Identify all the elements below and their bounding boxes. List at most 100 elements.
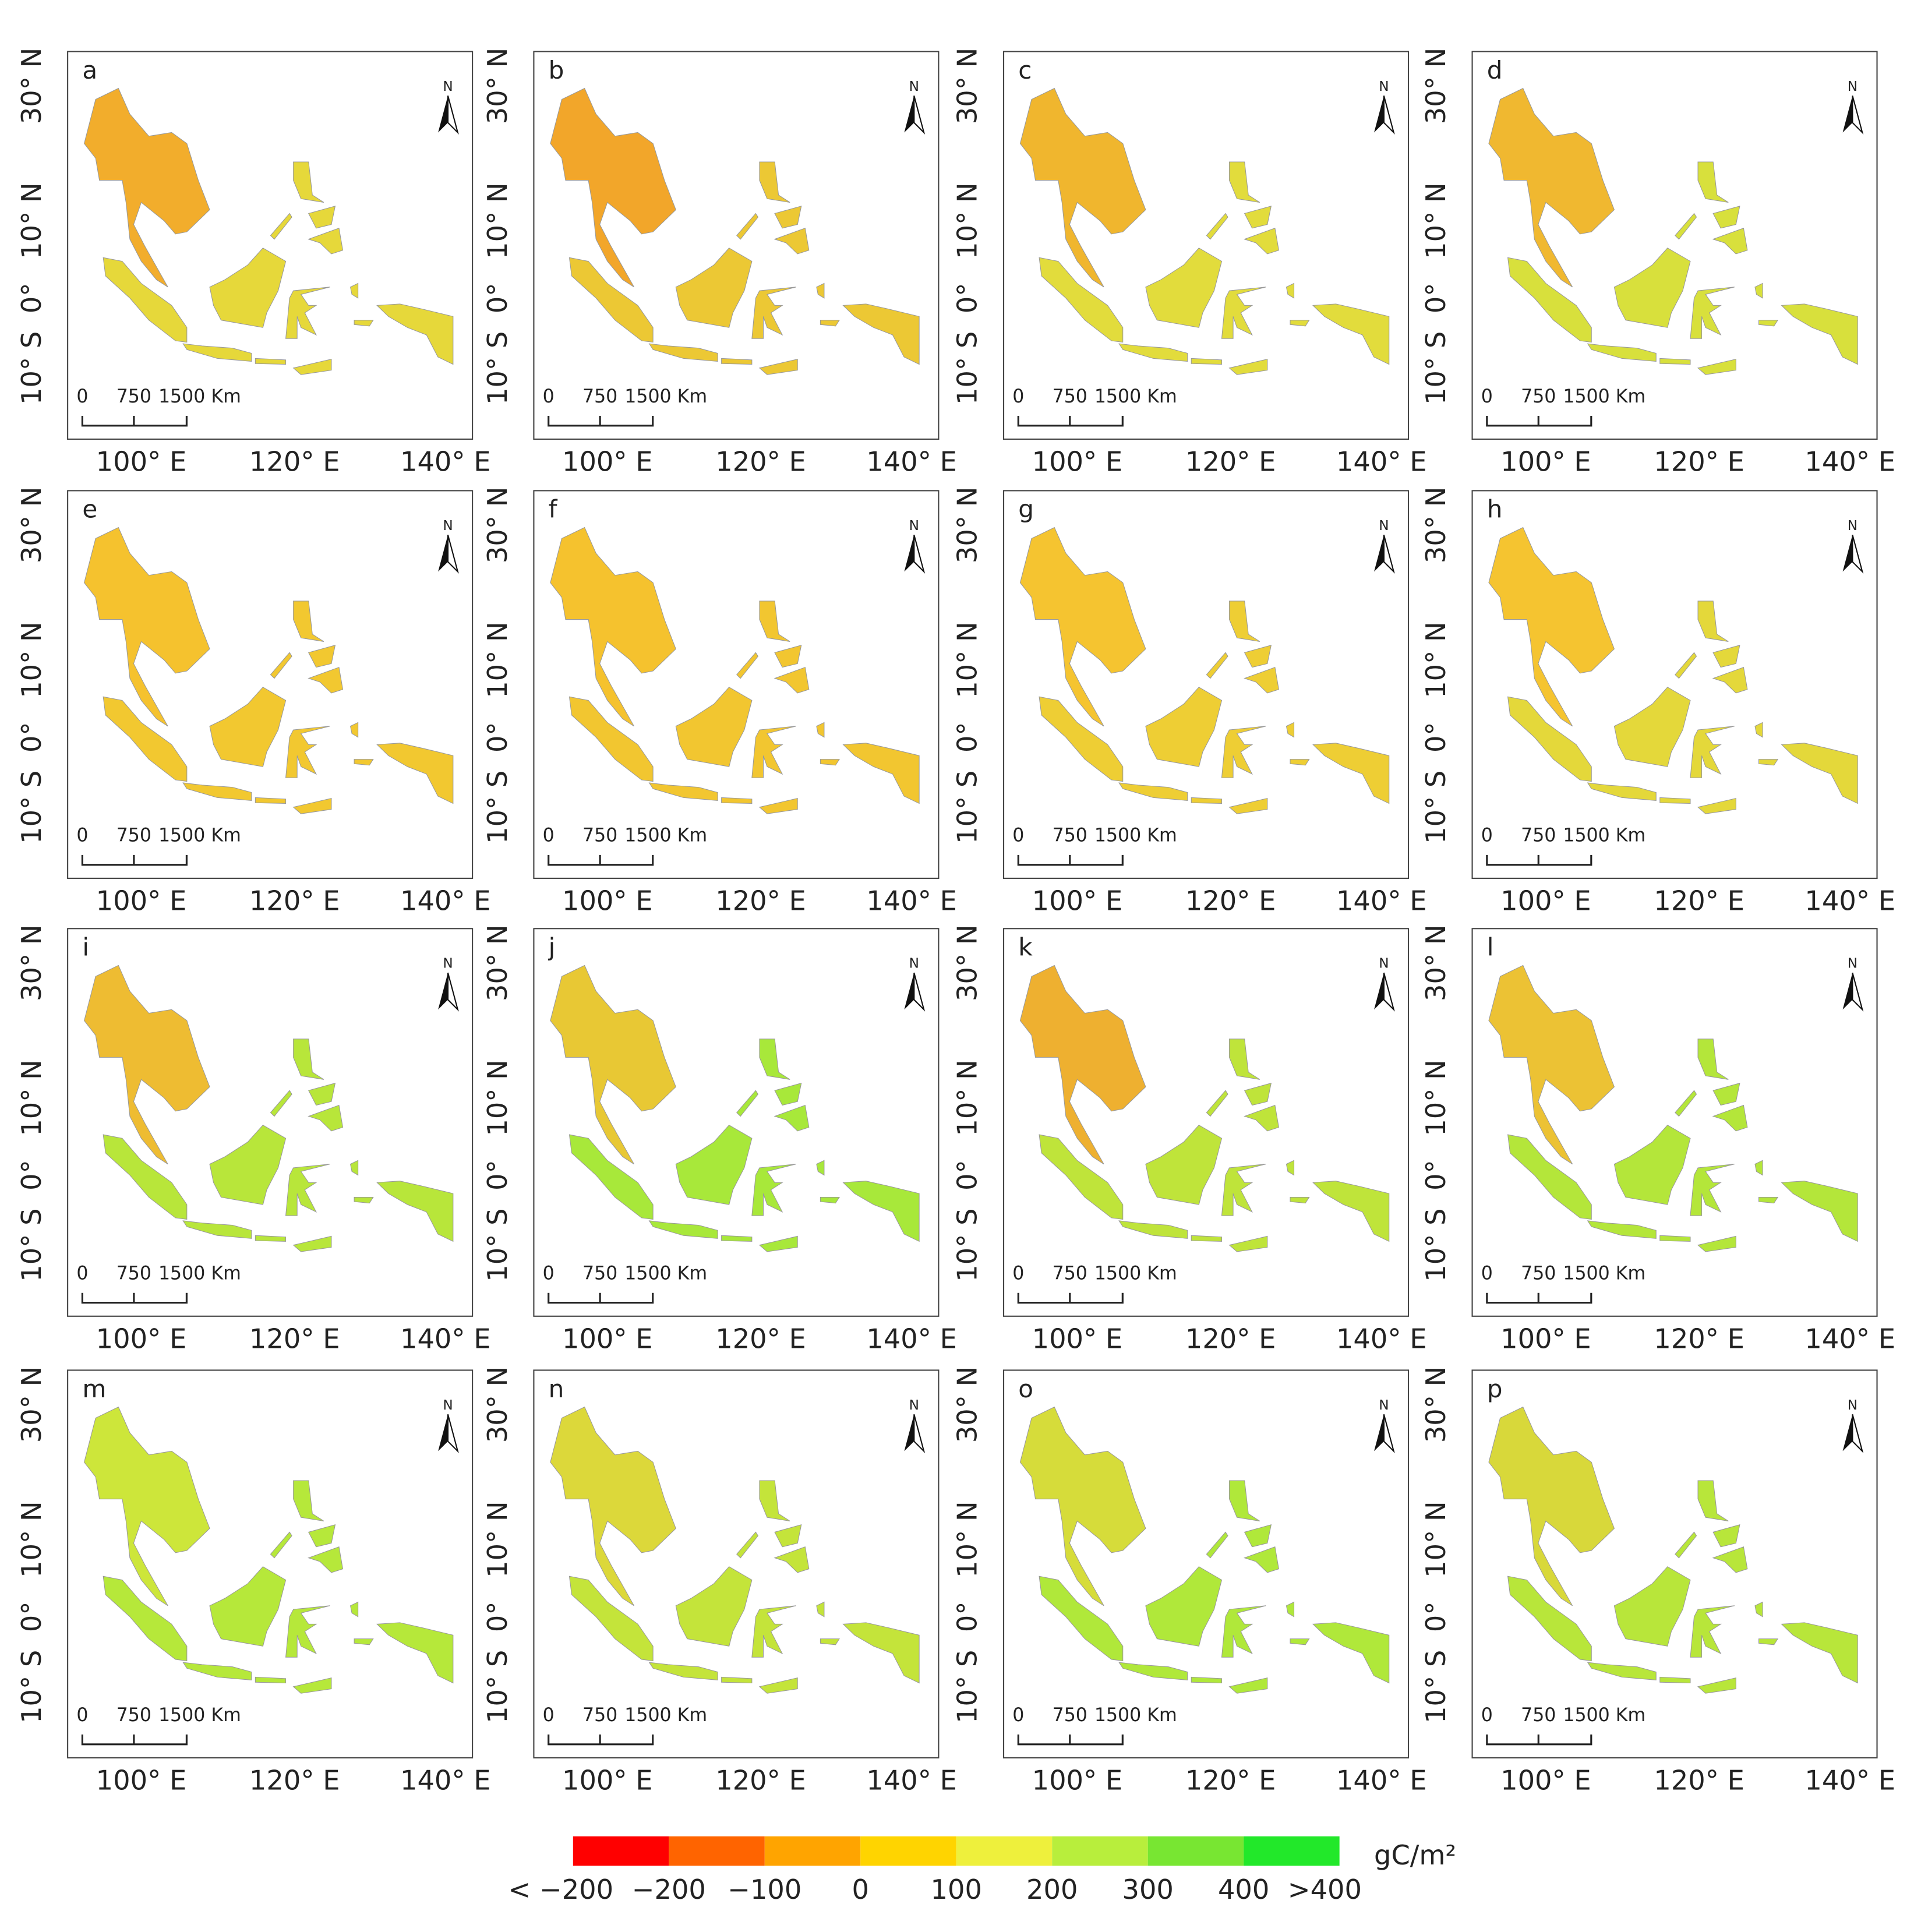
panel-frame (1471, 928, 1878, 1317)
land-area (568, 1576, 654, 1662)
x-axis-label: 140° E (1336, 885, 1427, 917)
land-area (1697, 797, 1736, 814)
land-area (308, 206, 336, 229)
land-area (1488, 87, 1615, 288)
x-axis-label: 100° E (562, 1765, 653, 1796)
land-area (842, 303, 920, 365)
y-axis-label: 10° S (482, 331, 513, 405)
land-area (721, 1676, 753, 1684)
land-area (820, 1196, 840, 1204)
land-area (1781, 743, 1858, 804)
scale-label: 750 (1521, 386, 1556, 407)
land-area (1118, 782, 1188, 801)
land-area (675, 1124, 753, 1205)
land-area (1039, 1134, 1124, 1220)
north-arrow (904, 1414, 914, 1451)
map-panel: d N 30° N 10° N 0° 10° S 100° E 120° E 140° E 0 75… (1420, 48, 1895, 478)
land-area (816, 282, 825, 299)
land-area (292, 797, 332, 814)
land-area (1659, 797, 1691, 804)
y-axis-label: 10° N (16, 621, 47, 698)
scale-label: 0 (1481, 1705, 1493, 1726)
x-axis-label: 100° E (96, 885, 187, 917)
land-area (1229, 1039, 1260, 1080)
north-arrow (904, 535, 914, 572)
y-axis-label: 0° (16, 282, 47, 313)
land-area (1312, 1181, 1390, 1242)
land-area (103, 257, 188, 343)
land-area (1221, 1164, 1266, 1216)
land-area (1613, 248, 1691, 328)
scale-bar (548, 415, 654, 427)
land-area (1690, 287, 1735, 339)
land-area (1697, 1235, 1736, 1252)
y-axis-label: 0° (952, 722, 983, 753)
map-panel: i N 30° N 10° N 0° 10° S 100° E 120° E 140° E 0 75… (16, 924, 491, 1354)
land-area (1613, 687, 1691, 767)
x-axis-label: 100° E (1500, 1323, 1591, 1355)
y-axis-label: 30° N (1420, 487, 1452, 564)
scale-label: 0 (543, 1705, 555, 1726)
land-area (774, 1104, 810, 1132)
y-axis-label: 10° S (482, 1208, 513, 1281)
land-area (354, 759, 374, 766)
land-area (550, 527, 676, 727)
land-area (270, 1531, 292, 1559)
north-label: N (443, 956, 453, 972)
land-area (1191, 358, 1223, 365)
x-axis-label: 100° E (96, 446, 187, 478)
y-axis-label: 10° S (952, 1208, 983, 1281)
land-area (285, 726, 330, 778)
x-axis-label: 120° E (715, 1765, 806, 1796)
y-axis-label: 30° N (16, 924, 47, 1001)
land-area (550, 1406, 676, 1606)
scale-label: 750 (1053, 825, 1087, 846)
land-area (1754, 1160, 1763, 1176)
y-axis-label: 10° N (482, 1501, 513, 1578)
map-panel: j N 30° N 10° N 0° 10° S 100° E 120° E 140° E 0 75… (482, 924, 957, 1354)
land-area (1118, 1662, 1188, 1680)
y-axis-label: 30° N (482, 48, 513, 124)
land-area (182, 1662, 252, 1680)
land-area (820, 320, 840, 327)
land-area (1690, 1605, 1735, 1658)
panel-label: a (82, 56, 97, 84)
land-area (1697, 161, 1729, 203)
panel-label: j (548, 933, 556, 962)
land-area (1286, 282, 1295, 299)
panel-frame (1002, 928, 1410, 1317)
map-panel: c N 30° N 10° N 0° 10° S 100° E 120° E 140° E 0 75… (952, 48, 1427, 478)
panel-frame (67, 490, 474, 879)
land-area (1290, 759, 1310, 766)
north-label: N (1379, 79, 1389, 94)
y-axis-label: 0° (482, 1160, 513, 1191)
land-area (1191, 797, 1223, 804)
panel-frame (533, 1369, 940, 1758)
land-area (820, 1638, 840, 1645)
scale-bar (548, 1292, 654, 1304)
scale-label: 0 (76, 1263, 88, 1284)
land-area (1507, 257, 1592, 343)
land-area (648, 1220, 718, 1239)
land-area (1781, 303, 1858, 365)
y-axis-label: 0° (1420, 1160, 1452, 1191)
panel-frame (67, 51, 474, 440)
land-area (1019, 527, 1146, 727)
land-area (1758, 1638, 1779, 1645)
scale-label: 1500 Km (624, 1263, 707, 1284)
x-axis-label: 120° E (249, 885, 340, 917)
land-area (270, 1090, 292, 1117)
land-area (308, 666, 344, 694)
land-area (1659, 358, 1691, 365)
x-axis-label: 140° E (400, 885, 491, 917)
land-area (1206, 213, 1228, 240)
x-axis-label: 100° E (1032, 885, 1123, 917)
land-area (1228, 797, 1268, 814)
legend-swatch (860, 1836, 956, 1866)
land-area (568, 1134, 654, 1220)
north-label: N (909, 1398, 919, 1413)
land-area (1221, 287, 1266, 339)
panel-frame (1471, 51, 1878, 440)
y-axis-label: 30° N (482, 487, 513, 564)
